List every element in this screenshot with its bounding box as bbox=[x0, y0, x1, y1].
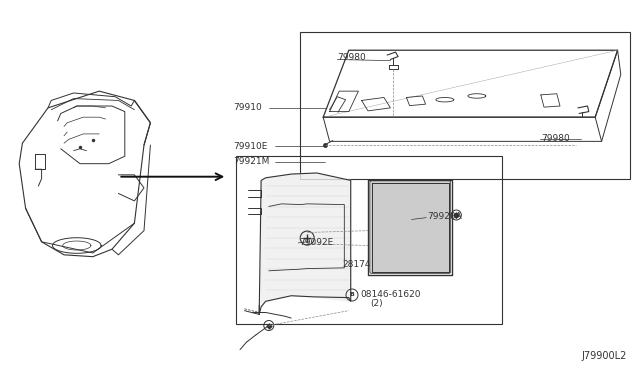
Bar bbox=[300, 32, 630, 179]
Bar bbox=[236, 156, 502, 324]
Text: 79910: 79910 bbox=[234, 103, 262, 112]
Text: B: B bbox=[349, 292, 355, 298]
Polygon shape bbox=[261, 173, 351, 307]
Text: (2): (2) bbox=[370, 299, 383, 308]
Text: 79920A: 79920A bbox=[428, 212, 462, 221]
FancyBboxPatch shape bbox=[370, 181, 451, 273]
Text: 79980: 79980 bbox=[337, 53, 366, 62]
Text: 79921M: 79921M bbox=[234, 157, 270, 166]
Text: 08146-61620: 08146-61620 bbox=[360, 291, 421, 299]
Text: 79980: 79980 bbox=[541, 134, 570, 143]
Text: 79092E: 79092E bbox=[300, 238, 334, 247]
Text: 79910E: 79910E bbox=[234, 142, 268, 151]
Text: J79900L2: J79900L2 bbox=[582, 351, 627, 361]
Text: 28174: 28174 bbox=[342, 260, 371, 269]
